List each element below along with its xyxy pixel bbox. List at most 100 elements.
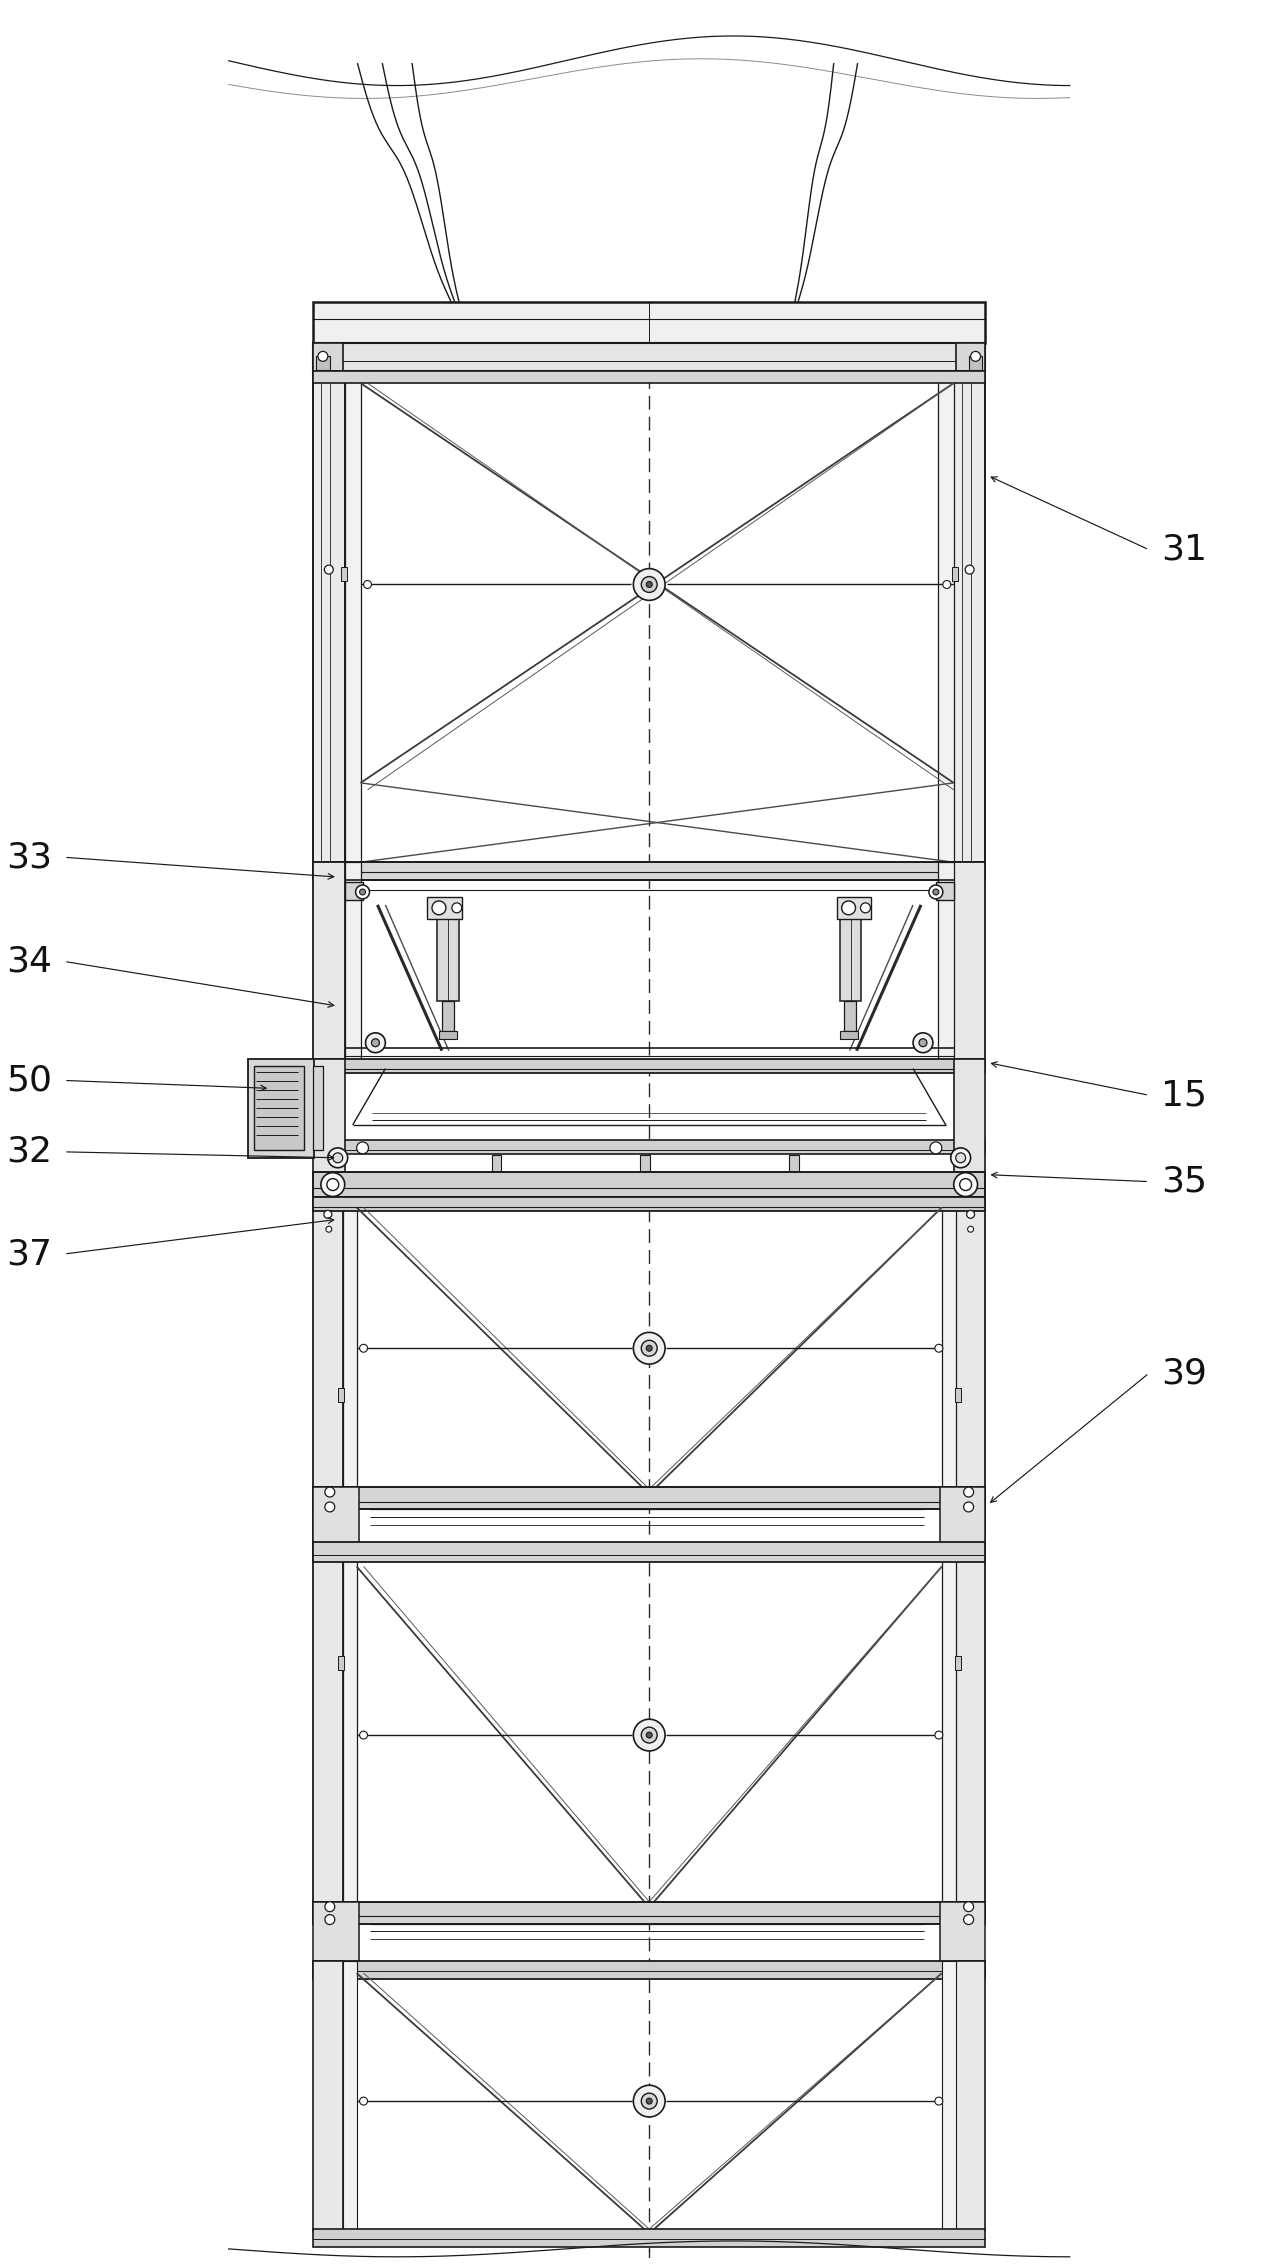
Bar (437, 916, 459, 1002)
Bar (255, 1065, 304, 1149)
Bar (313, 345, 343, 392)
Bar (313, 1059, 345, 1172)
Circle shape (971, 351, 980, 360)
Bar (428, 898, 462, 918)
Circle shape (634, 569, 665, 601)
Circle shape (933, 889, 939, 895)
Circle shape (929, 884, 943, 900)
Circle shape (359, 1344, 367, 1351)
Bar (956, 345, 985, 392)
Circle shape (359, 1732, 367, 1739)
Bar (313, 1172, 985, 1197)
Bar (969, 356, 983, 370)
Bar (345, 861, 361, 1065)
Circle shape (634, 1718, 665, 1750)
Bar (840, 916, 862, 1002)
Text: 35: 35 (1160, 1165, 1207, 1199)
Bar (936, 882, 953, 900)
Circle shape (318, 351, 328, 360)
Circle shape (967, 1226, 974, 1233)
Circle shape (325, 1916, 335, 1925)
Circle shape (321, 1172, 345, 1197)
Circle shape (935, 1344, 943, 1351)
Circle shape (332, 1154, 343, 1163)
Bar (337, 1387, 344, 1401)
Circle shape (966, 1211, 975, 1217)
Circle shape (641, 1727, 657, 1743)
Bar (938, 861, 953, 1065)
Bar (954, 1655, 961, 1669)
Bar (956, 1961, 985, 2231)
Circle shape (860, 902, 871, 914)
Bar (313, 2228, 985, 2247)
Bar (940, 1902, 985, 1965)
Bar (313, 1140, 985, 1154)
Circle shape (357, 1143, 368, 1154)
Bar (313, 1902, 358, 1965)
Circle shape (363, 580, 371, 589)
Bar (787, 1186, 801, 1192)
Circle shape (641, 576, 657, 592)
Circle shape (366, 1034, 385, 1052)
Circle shape (963, 1902, 974, 1911)
Bar (442, 1002, 453, 1031)
Text: 32: 32 (6, 1136, 52, 1170)
Bar (952, 567, 958, 580)
Bar (940, 1487, 985, 1546)
Text: 37: 37 (6, 1238, 52, 1272)
Circle shape (647, 2099, 652, 2104)
Bar (953, 372, 985, 873)
Circle shape (920, 1038, 927, 1047)
Text: 34: 34 (6, 945, 52, 979)
Circle shape (359, 889, 366, 895)
Bar (640, 1154, 650, 1190)
Bar (313, 302, 985, 345)
Circle shape (647, 1344, 652, 1351)
Circle shape (963, 1503, 974, 1512)
Circle shape (953, 1172, 978, 1197)
Bar (316, 356, 330, 370)
Bar (343, 1197, 357, 1913)
Bar (313, 372, 345, 873)
Circle shape (951, 1147, 971, 1168)
Circle shape (647, 1732, 652, 1739)
Text: 33: 33 (6, 841, 52, 875)
Circle shape (913, 1034, 933, 1052)
Text: 31: 31 (1160, 533, 1207, 567)
Bar (639, 1186, 652, 1192)
Bar (953, 861, 985, 1065)
Circle shape (963, 1487, 974, 1496)
Bar (313, 1902, 985, 1922)
Circle shape (634, 1333, 665, 1365)
Bar (313, 1197, 985, 1211)
Circle shape (325, 1503, 335, 1512)
Bar (942, 1197, 956, 1913)
Bar (343, 1961, 357, 2231)
Circle shape (452, 902, 462, 914)
Bar (313, 1487, 985, 1510)
Circle shape (359, 2097, 367, 2106)
Circle shape (935, 2097, 943, 2106)
Bar (313, 1487, 358, 1546)
Circle shape (327, 1179, 339, 1190)
Bar (341, 567, 346, 580)
Bar (313, 372, 985, 383)
Bar (840, 1031, 858, 1038)
Circle shape (963, 1916, 974, 1925)
Circle shape (841, 900, 855, 916)
Bar (492, 1154, 501, 1190)
Circle shape (943, 580, 951, 589)
Circle shape (431, 900, 446, 916)
Bar (249, 1059, 314, 1158)
Bar (313, 861, 345, 1065)
Bar (953, 1059, 985, 1172)
Bar (790, 1154, 799, 1190)
Bar (313, 1961, 985, 1979)
Circle shape (641, 1340, 657, 1356)
Bar (313, 345, 985, 372)
Bar (337, 1655, 344, 1669)
Circle shape (325, 1902, 335, 1911)
Circle shape (930, 1143, 942, 1154)
Bar (956, 1197, 985, 1913)
Bar (313, 1065, 323, 1149)
